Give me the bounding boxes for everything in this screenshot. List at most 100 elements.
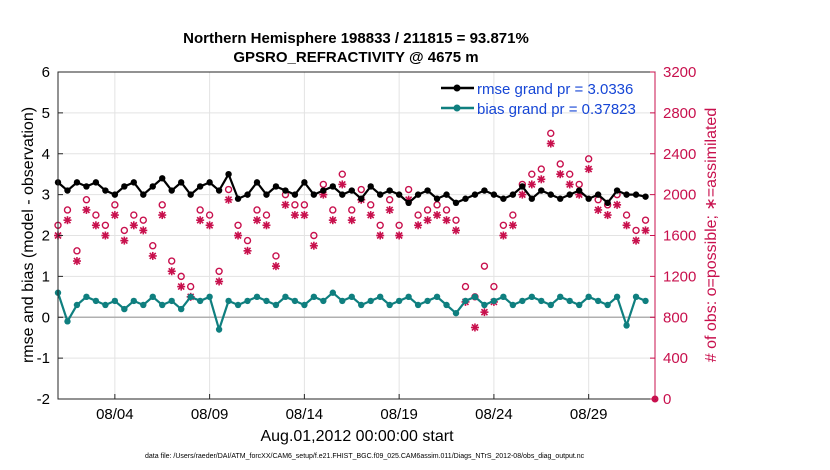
bias-point <box>642 297 649 305</box>
assimilated-point <box>452 226 460 235</box>
rmse-point <box>339 191 346 198</box>
bias-point <box>623 322 630 329</box>
possible-point <box>139 216 147 224</box>
y-tick-label: 3 <box>42 187 50 204</box>
assimilated-point <box>91 221 100 230</box>
rmse-point <box>196 183 204 190</box>
possible-point <box>385 196 394 204</box>
y2-tick-label: 1600 <box>663 228 696 245</box>
legend: rmse grand pr = 3.0336 bias grand pr = 0… <box>441 81 636 118</box>
possible-point <box>111 201 119 209</box>
possible-point <box>357 185 365 194</box>
possible-point <box>291 201 299 209</box>
asterisk-stroke <box>82 206 90 214</box>
rmse-point <box>329 183 337 190</box>
chart-title: Northern Hemisphere 198833 / 211815 = 93… <box>183 30 529 47</box>
bias-point <box>140 301 147 309</box>
rmse-point <box>168 187 175 194</box>
possible-point <box>537 165 545 173</box>
y2-tick-label: 2000 <box>663 187 696 204</box>
asterisk-stroke <box>329 216 337 224</box>
assimilated-point <box>480 308 489 317</box>
possible-point <box>452 216 460 224</box>
possible-point <box>205 211 214 219</box>
assimilated-point <box>622 221 631 230</box>
rmse-point <box>64 187 71 194</box>
asterisk-stroke <box>348 216 356 224</box>
bias-point <box>263 297 270 305</box>
assimilated-point <box>470 323 479 332</box>
y-axis-label: rmse and bias (model - observation) <box>20 107 37 363</box>
y-tick-label: 0 <box>42 309 50 326</box>
possible-point <box>499 221 508 229</box>
assimilated-point <box>271 262 280 271</box>
assimilated-point <box>338 180 347 189</box>
asterisk-stroke <box>272 262 280 270</box>
rmse-point <box>263 191 270 198</box>
x-tick-label: 08/24 <box>475 406 513 423</box>
bias-point <box>519 297 526 305</box>
assimilated-point <box>518 190 527 199</box>
possible-point <box>395 221 403 229</box>
bias-point <box>424 297 431 305</box>
rmse-point <box>462 195 469 202</box>
assimilated-point <box>196 216 205 225</box>
legend-bias-marker <box>453 104 461 112</box>
possible-point <box>376 221 384 229</box>
y-tick-label: 6 <box>42 64 50 81</box>
chart-subtitle: GPSRO_REFRACTIVITY @ 4675 m <box>233 49 478 66</box>
assimilated-point <box>499 231 508 240</box>
x-tick-label: 08/09 <box>191 406 229 423</box>
assimilated-point <box>376 231 385 240</box>
asterisk-stroke <box>168 267 176 275</box>
bias-point <box>376 293 384 301</box>
asterisk-stroke <box>376 231 384 240</box>
assimilated-point <box>556 170 565 179</box>
rmse-point <box>443 191 450 198</box>
rmse-point <box>187 191 194 198</box>
rmse-point <box>244 191 251 198</box>
possible-point <box>329 206 337 214</box>
bias-point <box>206 293 213 301</box>
bias-point <box>130 297 138 305</box>
possible-point <box>63 206 72 214</box>
possible-point <box>168 257 176 265</box>
possible-point <box>442 206 451 214</box>
possible-point <box>423 206 432 214</box>
bias-point <box>102 301 109 309</box>
y-axis-right: 0 400 800 1200 1600 2000 2400 2800 3200 <box>650 64 696 408</box>
possible-point <box>490 282 498 291</box>
rmse-point <box>490 191 498 198</box>
bias-point <box>585 293 592 301</box>
bias-point <box>291 297 299 305</box>
assimilated-point <box>120 236 129 245</box>
asterisk-stroke <box>120 237 128 245</box>
assimilated-point <box>584 165 593 174</box>
bias-point <box>575 301 583 309</box>
rmse-point <box>159 175 166 182</box>
asterisk-stroke <box>604 211 612 219</box>
rmse-point <box>102 187 109 194</box>
possible-point <box>243 236 252 245</box>
rmse-point <box>528 195 536 202</box>
asterisk-stroke <box>225 196 233 204</box>
possible-point <box>224 185 233 194</box>
rmse-point <box>566 191 573 198</box>
rmse-point <box>149 183 156 190</box>
assimilated-point <box>613 200 622 209</box>
rmse-point <box>395 191 403 198</box>
rmse-point <box>215 187 223 194</box>
assimilated-point <box>177 282 186 291</box>
assimilated-point <box>243 246 252 255</box>
bias-point <box>557 293 564 301</box>
rmse-point <box>130 179 138 186</box>
rmse-point <box>405 199 412 206</box>
possible-point <box>641 216 650 224</box>
asterisk-stroke <box>433 211 441 219</box>
asterisk-stroke <box>73 257 81 265</box>
assimilated-point <box>433 211 442 220</box>
y-tick-label: 2 <box>42 228 50 245</box>
possible-point <box>461 282 470 291</box>
bias-point <box>358 301 365 309</box>
rmse-point <box>547 191 554 198</box>
